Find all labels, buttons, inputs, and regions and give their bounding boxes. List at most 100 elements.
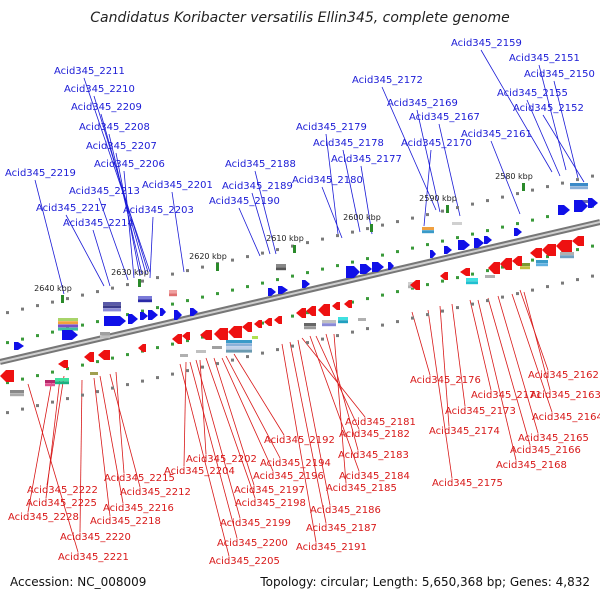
gene-label-reverse[interactable]: Acid345_2215 [104,473,175,484]
gene-label-reverse[interactable]: Acid345_2182 [339,429,410,440]
gene-label-forward[interactable]: Acid345_2172 [352,75,423,86]
leader-line [490,140,521,215]
gene-label-forward[interactable]: Acid345_2203 [123,205,194,216]
gene-label-reverse[interactable]: Acid345_2198 [235,498,306,509]
gene-label-reverse[interactable]: Acid345_2165 [518,433,589,444]
gene-label-forward[interactable]: Acid345_2150 [524,69,595,80]
gene-label-reverse[interactable]: Acid345_2218 [90,516,161,527]
gene-label-forward[interactable]: Acid345_2219 [5,168,76,179]
leader-line [325,133,339,235]
scale-dot [111,386,114,390]
leader-line [195,359,241,519]
gene-label-reverse[interactable]: Acid345_2197 [234,485,305,496]
gene-label-reverse[interactable]: Acid345_2199 [220,518,291,529]
gene-label-reverse[interactable]: Acid345_2174 [429,426,500,437]
gene-label-forward[interactable]: Acid345_2151 [509,53,580,64]
gene-label-forward[interactable]: Acid345_2206 [94,159,165,170]
feature-boxes [10,183,594,397]
gene-label-reverse[interactable]: Acid345_2171 [471,390,542,401]
gene-label-reverse[interactable]: Acid345_2181 [345,417,416,428]
gene-label-reverse[interactable]: Acid345_2228 [8,512,79,523]
gene-label-forward[interactable]: Acid345_2209 [71,102,142,113]
gene-label-reverse[interactable]: Acid345_2200 [217,538,288,549]
gene-label-reverse[interactable]: Acid345_2196 [253,471,324,482]
scale-dot [531,258,534,262]
scale-dot [51,300,54,304]
gene-label-reverse[interactable]: Acid345_2220 [60,532,131,543]
gene-label-reverse[interactable]: Acid345_2191 [296,542,367,553]
gene-label-reverse[interactable]: Acid345_2173 [445,406,516,417]
gene-label-forward[interactable]: Acid345_2169 [387,98,458,109]
gene-label-forward[interactable]: Acid345_2178 [313,138,384,149]
gene-label-forward[interactable]: Acid345_2188 [225,159,296,170]
scale-dot [456,306,459,310]
gene-label-forward[interactable]: Acid345_2180 [292,175,363,186]
scale-dot [486,269,489,273]
gene-label-reverse[interactable]: Acid345_2204 [164,466,235,477]
gene-label-reverse[interactable]: Acid345_2184 [339,471,410,482]
gene-label-reverse[interactable]: Acid345_2183 [338,450,409,461]
gene-label-reverse[interactable]: Acid345_2194 [260,458,331,469]
gene-label-forward[interactable]: Acid345_2217 [36,203,107,214]
scale-dot [96,390,99,394]
gene-label-reverse[interactable]: Acid345_2168 [496,460,567,471]
leader-line [438,123,461,217]
gene-label-reverse[interactable]: Acid345_2225 [26,498,97,509]
gene-label-forward[interactable]: Acid345_2161 [461,129,532,140]
gene-label-forward[interactable]: Acid345_2201 [142,180,213,191]
scale-label: 2610 kbp [266,234,304,243]
gene-label-forward[interactable]: Acid345_2177 [331,154,402,165]
gene-label-reverse[interactable]: Acid345_2216 [103,503,174,514]
feature-box [580,200,594,203]
gene-label-forward[interactable]: Acid345_2207 [86,141,157,152]
gene-label-forward[interactable]: Acid345_2167 [409,112,480,123]
gene-label-reverse[interactable]: Acid345_2202 [186,454,257,465]
gene-label-reverse[interactable]: Acid345_2221 [58,552,129,563]
leader-line [451,303,466,407]
gene-label-forward[interactable]: Acid345_2214 [63,218,134,229]
gene-label-forward[interactable]: Acid345_2190 [209,196,280,207]
leader-line [469,299,492,391]
gene-arrow [572,236,584,246]
leader-line [233,353,285,436]
scale-dot [156,276,159,280]
feature-box [536,263,548,267]
gene-label-reverse[interactable]: Acid345_2187 [306,523,377,534]
gene-label-reverse[interactable]: Acid345_2205 [209,556,280,567]
gene-label-reverse[interactable]: Acid345_2222 [27,485,98,496]
gene-label-forward[interactable]: Acid345_2170 [401,138,472,149]
gene-label-forward[interactable]: Acid345_2152 [513,103,584,114]
gene-label-reverse[interactable]: Acid345_2164 [532,412,600,423]
gene-label-reverse[interactable]: Acid345_2176 [410,375,481,386]
gene-label-reverse[interactable]: Acid345_2212 [120,487,191,498]
scale-tick [293,245,296,253]
leader-line [321,186,343,239]
gene-label-forward[interactable]: Acid345_2155 [497,88,568,99]
gene-label-reverse[interactable]: Acid345_2175 [432,478,503,489]
gene-label-forward[interactable]: Acid345_2210 [64,84,135,95]
gene-label-reverse[interactable]: Acid345_2163 [530,390,600,401]
leader-line [439,305,450,427]
gene-arrow [14,342,24,350]
gene-label-forward[interactable]: Acid345_2179 [296,122,367,133]
gene-label-reverse[interactable]: Acid345_2192 [264,435,335,446]
gene-label-forward[interactable]: Acid345_2213 [69,186,140,197]
scale-dot [321,337,324,341]
gene-label-reverse[interactable]: Acid345_2166 [510,445,581,456]
gene-label-forward[interactable]: Acid345_2189 [222,181,293,192]
gene-label-reverse[interactable]: Acid345_2185 [326,483,397,494]
leader-line [225,355,281,459]
gene-label-reverse[interactable]: Acid345_2162 [528,370,599,381]
gene-label-forward[interactable]: Acid345_2211 [54,66,125,77]
leader-line [289,341,327,524]
gene-arrow [296,308,306,318]
leader-line [98,197,129,281]
scale-dot [396,320,399,324]
leader-line [416,109,441,213]
gene-label-reverse[interactable]: Acid345_2186 [310,505,381,516]
gene-arrow [254,320,262,328]
gene-arrow [488,262,500,274]
scale-dot [321,267,324,271]
gene-label-forward[interactable]: Acid345_2159 [451,38,522,49]
gene-label-forward[interactable]: Acid345_2208 [79,122,150,133]
